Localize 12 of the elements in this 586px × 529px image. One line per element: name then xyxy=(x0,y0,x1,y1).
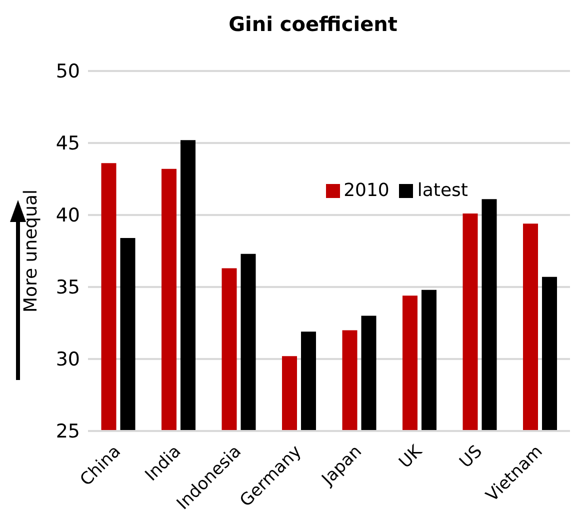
legend-label: 2010 xyxy=(344,180,390,201)
y-tick-label: 25 xyxy=(56,420,80,443)
x-tick-label: UK xyxy=(395,441,427,473)
y-tick-label: 30 xyxy=(56,348,80,371)
chart-title: Gini coefficient xyxy=(228,11,398,38)
y-tick-label: 45 xyxy=(56,132,80,155)
y-axis-title: More unequal xyxy=(20,189,42,313)
y-tick-label: 35 xyxy=(56,276,80,299)
y-tick-label: 50 xyxy=(56,60,80,83)
y-tick-label: 40 xyxy=(56,204,80,227)
legend-label: latest xyxy=(417,180,468,201)
x-tick-label: US xyxy=(456,442,486,472)
